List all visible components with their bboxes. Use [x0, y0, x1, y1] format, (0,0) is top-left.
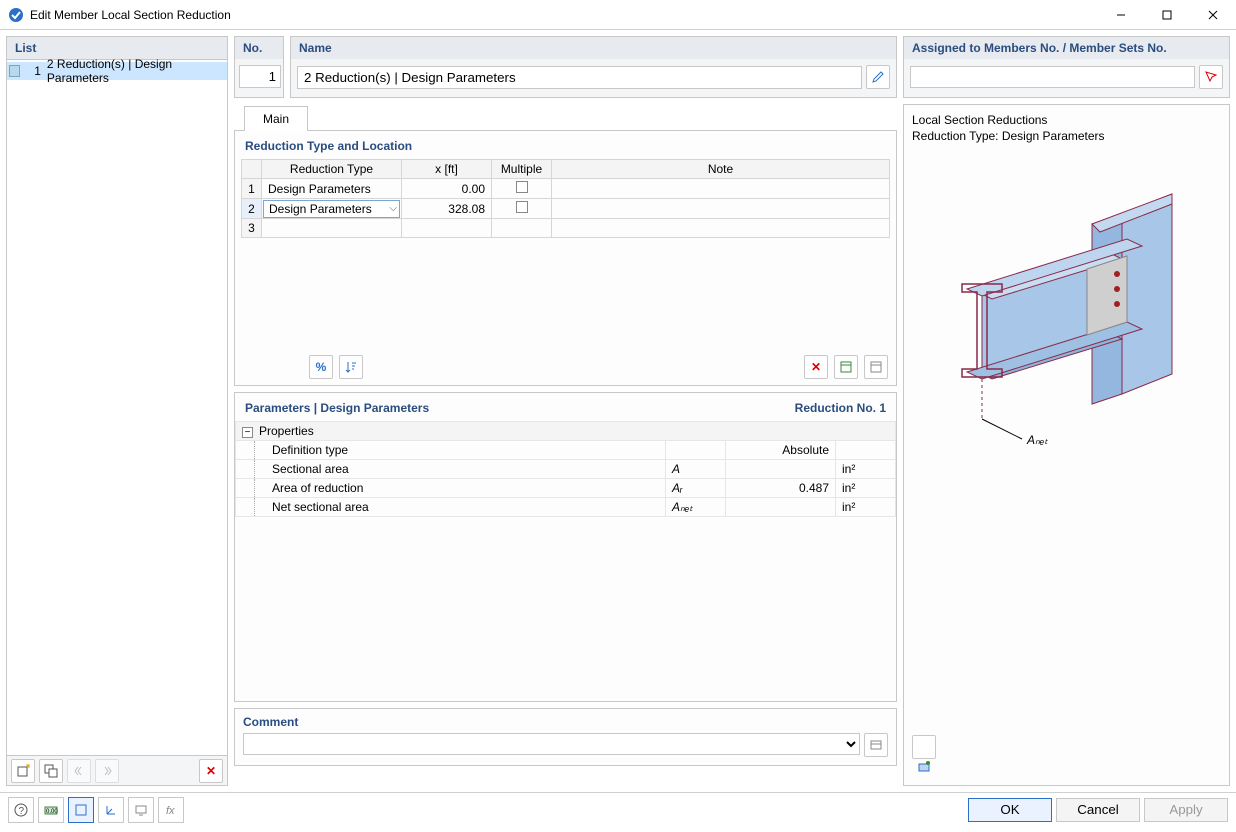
tab-main[interactable]: Main — [244, 106, 308, 131]
properties-group-row[interactable]: −Properties — [236, 422, 896, 441]
parameters-table: −Properties Definition type Absolute Sec… — [235, 421, 896, 517]
delete-item-button[interactable]: ✕ — [199, 759, 223, 783]
col-x: x [ft] — [402, 160, 492, 179]
illustration-title-2: Reduction Type: Design Parameters — [912, 129, 1221, 145]
list-item[interactable]: 1 2 Reduction(s) | Design Parameters — [7, 62, 227, 80]
dialog-footer: ? 0.00 fx OK Cancel Apply — [0, 792, 1236, 826]
illustration-panel: Local Section Reductions Reduction Type:… — [903, 104, 1230, 786]
right-toolbar — [912, 735, 1221, 777]
parameters-panel: Parameters | Design Parameters Reduction… — [234, 392, 897, 702]
script-button[interactable]: fx — [158, 797, 184, 823]
assigned-input[interactable] — [910, 66, 1195, 88]
table-row[interactable]: 3 — [242, 219, 890, 238]
list-item-swatch — [9, 65, 20, 77]
display-button[interactable] — [128, 797, 154, 823]
assigned-group: Assigned to Members No. / Member Sets No… — [903, 36, 1230, 98]
multiple-checkbox[interactable] — [516, 201, 528, 213]
coord-button[interactable] — [98, 797, 124, 823]
chevron-down-icon: ⌵ — [389, 203, 397, 214]
anet-label: Aₙₑₜ — [1026, 433, 1048, 447]
indent-right-button[interactable] — [95, 759, 119, 783]
reduction-toolbar: % ✕ — [235, 349, 896, 385]
no-header: No. — [235, 37, 283, 59]
param-row[interactable]: Area of reduction Aᵣ 0.487 in² — [236, 479, 896, 498]
name-group: Name — [290, 36, 897, 98]
param-row[interactable]: Sectional area A in² — [236, 460, 896, 479]
no-input[interactable] — [239, 65, 281, 88]
new-item-button[interactable] — [11, 759, 35, 783]
app-icon — [8, 7, 24, 23]
col-type: Reduction Type — [262, 160, 402, 179]
svg-text:fx: fx — [166, 805, 175, 817]
tabstrip: Main — [234, 104, 897, 130]
name-input[interactable] — [297, 66, 862, 89]
no-group: No. — [234, 36, 284, 98]
param-row[interactable]: Net sectional area Aₙₑₜ in² — [236, 498, 896, 517]
assigned-header: Assigned to Members No. / Member Sets No… — [904, 37, 1229, 59]
section-illustration: Aₙₑₜ — [912, 184, 1212, 464]
svg-text:?: ? — [19, 806, 25, 817]
ok-button[interactable]: OK — [968, 798, 1052, 822]
list-item-label: 2 Reduction(s) | Design Parameters — [47, 57, 223, 85]
select-members-button[interactable] — [1199, 65, 1223, 89]
apply-button[interactable]: Apply — [1144, 798, 1228, 822]
cancel-button[interactable]: Cancel — [1056, 798, 1140, 822]
reduction-table: Reduction Type x [ft] Multiple Note 1 — [241, 159, 890, 238]
list-body[interactable]: 1 2 Reduction(s) | Design Parameters — [7, 60, 227, 755]
reduction-section-title: Reduction Type and Location — [235, 131, 896, 159]
list-item-number: 1 — [24, 64, 41, 78]
param-row[interactable]: Definition type Absolute — [236, 441, 896, 460]
comment-panel: Comment — [234, 708, 897, 766]
edit-name-button[interactable] — [866, 65, 890, 89]
maximize-button[interactable] — [1144, 0, 1190, 30]
minimize-button[interactable] — [1098, 0, 1144, 30]
export-button[interactable] — [834, 355, 858, 379]
comment-manage-button[interactable] — [864, 733, 888, 757]
delete-row-button[interactable]: ✕ — [804, 355, 828, 379]
col-multiple: Multiple — [492, 160, 552, 179]
import-button[interactable] — [864, 355, 888, 379]
list-toolbar: ✕ — [7, 755, 227, 785]
type-dropdown[interactable]: Design Parameters⌵ — [263, 200, 400, 218]
view-settings-button[interactable] — [912, 735, 936, 759]
comment-header: Comment — [243, 715, 888, 729]
percent-button[interactable]: % — [309, 355, 333, 379]
indent-left-button[interactable] — [67, 759, 91, 783]
svg-text:0.00: 0.00 — [46, 809, 58, 815]
reduction-number-label: Reduction No. 1 — [795, 401, 886, 415]
table-row[interactable]: 2 Design Parameters⌵ 328.08 — [242, 199, 890, 219]
parameters-title: Parameters | Design Parameters — [245, 401, 429, 415]
name-header: Name — [291, 37, 896, 59]
close-button[interactable] — [1190, 0, 1236, 30]
units-button[interactable]: 0.00 — [38, 797, 64, 823]
table-row[interactable]: 1 Design Parameters 0.00 — [242, 179, 890, 199]
main-panel: Reduction Type and Location Reduction Ty… — [234, 130, 897, 386]
window-title: Edit Member Local Section Reduction — [30, 8, 1098, 22]
list-panel: List 1 2 Reduction(s) | Design Parameter… — [6, 36, 228, 786]
sort-button[interactable] — [339, 355, 363, 379]
view-mode-button[interactable] — [68, 797, 94, 823]
titlebar: Edit Member Local Section Reduction — [0, 0, 1236, 30]
col-note: Note — [552, 160, 890, 179]
collapse-icon[interactable]: − — [242, 427, 253, 438]
help-button[interactable]: ? — [8, 797, 34, 823]
illustration-title-1: Local Section Reductions — [912, 113, 1221, 129]
copy-item-button[interactable] — [39, 759, 63, 783]
multiple-checkbox[interactable] — [516, 181, 528, 193]
comment-input[interactable] — [243, 733, 860, 755]
